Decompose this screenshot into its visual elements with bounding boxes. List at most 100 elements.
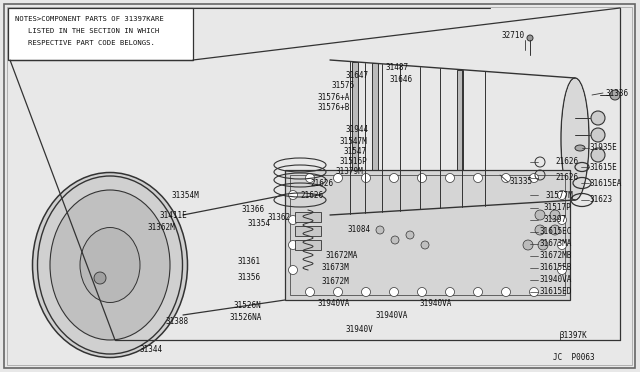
Circle shape	[376, 226, 384, 234]
Text: 21626: 21626	[555, 173, 578, 183]
Text: NOTES>COMPONENT PARTS OF 31397KARE: NOTES>COMPONENT PARTS OF 31397KARE	[15, 16, 164, 22]
Text: 31356: 31356	[237, 273, 260, 282]
Text: 31944: 31944	[345, 125, 368, 135]
Text: 31615EB: 31615EB	[540, 263, 572, 273]
Circle shape	[417, 173, 426, 183]
Text: 31411E: 31411E	[160, 211, 188, 219]
Bar	[290, 175, 565, 295]
Text: 31576: 31576	[332, 80, 355, 90]
Circle shape	[610, 90, 620, 100]
Text: 31615EA: 31615EA	[590, 179, 622, 187]
Circle shape	[474, 173, 483, 183]
Circle shape	[550, 225, 560, 235]
Text: LISTED IN THE SECTION IN WHICH: LISTED IN THE SECTION IN WHICH	[28, 28, 159, 34]
Text: 31335: 31335	[510, 177, 533, 186]
Circle shape	[535, 225, 545, 235]
Circle shape	[94, 272, 106, 284]
Text: 32710: 32710	[502, 32, 525, 41]
Circle shape	[390, 173, 399, 183]
Text: 31388: 31388	[165, 317, 188, 327]
Text: 31526NA: 31526NA	[229, 314, 261, 323]
Circle shape	[557, 241, 566, 250]
Circle shape	[474, 288, 483, 296]
Text: 31517P: 31517P	[543, 203, 571, 212]
Circle shape	[289, 266, 298, 275]
Circle shape	[333, 173, 342, 183]
Bar	[295, 240, 321, 250]
Circle shape	[529, 288, 538, 296]
Circle shape	[527, 35, 533, 41]
Circle shape	[391, 236, 399, 244]
Text: 21626: 21626	[310, 179, 333, 187]
Circle shape	[289, 190, 298, 199]
Ellipse shape	[562, 79, 588, 199]
Bar	[295, 226, 321, 236]
Circle shape	[591, 111, 605, 125]
Text: 31615ED: 31615ED	[540, 288, 572, 296]
Text: 31673MA: 31673MA	[540, 240, 572, 248]
Text: RESPECTIVE PART CODE BELONGS.: RESPECTIVE PART CODE BELONGS.	[28, 40, 155, 46]
Text: 31647: 31647	[345, 71, 368, 80]
Text: 31646: 31646	[390, 76, 413, 84]
Text: 31362M: 31362M	[148, 222, 176, 231]
Text: 31354M: 31354M	[172, 190, 200, 199]
Ellipse shape	[575, 145, 585, 151]
Ellipse shape	[33, 173, 188, 357]
Text: 31577M: 31577M	[545, 190, 573, 199]
Circle shape	[535, 210, 545, 220]
Text: 31361: 31361	[237, 257, 260, 266]
Circle shape	[550, 210, 560, 220]
Bar	[285, 170, 570, 300]
Text: 31379M: 31379M	[335, 167, 363, 176]
Circle shape	[529, 173, 538, 183]
Text: 31672MA: 31672MA	[325, 250, 357, 260]
Text: 31084: 31084	[348, 225, 371, 234]
Text: 31354: 31354	[248, 218, 271, 228]
Text: 31673M: 31673M	[322, 263, 349, 273]
Bar	[8, 8, 193, 60]
Circle shape	[557, 215, 566, 224]
Text: 31615EC: 31615EC	[540, 228, 572, 237]
Text: 31615E: 31615E	[590, 163, 618, 171]
Circle shape	[445, 173, 454, 183]
Text: 31940V: 31940V	[345, 326, 372, 334]
Text: 31576+A: 31576+A	[317, 93, 349, 102]
Circle shape	[502, 288, 511, 296]
Text: 31397: 31397	[543, 215, 566, 224]
Text: 31344: 31344	[140, 346, 163, 355]
Text: 31547: 31547	[343, 147, 366, 155]
Text: 31576+B: 31576+B	[317, 103, 349, 112]
Circle shape	[523, 240, 533, 250]
Ellipse shape	[50, 190, 170, 340]
Text: 31940VA: 31940VA	[420, 298, 452, 308]
Bar	[295, 212, 321, 222]
Text: JC  P0063: JC P0063	[554, 353, 595, 362]
Circle shape	[333, 288, 342, 296]
Text: 31362: 31362	[268, 212, 291, 221]
Text: 31547M: 31547M	[340, 137, 368, 145]
Text: 31940VA: 31940VA	[318, 298, 350, 308]
Circle shape	[362, 173, 371, 183]
Circle shape	[406, 231, 414, 239]
Text: 31940VA: 31940VA	[540, 276, 572, 285]
Bar	[352, 62, 358, 214]
Text: 21626: 21626	[555, 157, 578, 167]
Bar	[457, 70, 463, 207]
Text: 31366: 31366	[242, 205, 265, 215]
Circle shape	[305, 173, 314, 183]
Circle shape	[445, 288, 454, 296]
Text: 31516P: 31516P	[340, 157, 368, 167]
Circle shape	[591, 148, 605, 162]
Circle shape	[417, 288, 426, 296]
Text: 31672M: 31672M	[322, 276, 349, 285]
Bar	[372, 63, 378, 212]
Text: 31526N: 31526N	[233, 301, 260, 310]
Text: 31487: 31487	[385, 64, 408, 73]
Text: 31935E: 31935E	[590, 144, 618, 153]
Text: 31336: 31336	[606, 89, 629, 97]
Circle shape	[502, 173, 511, 183]
Circle shape	[538, 240, 548, 250]
Circle shape	[362, 288, 371, 296]
Text: 31672MB: 31672MB	[540, 251, 572, 260]
Circle shape	[390, 288, 399, 296]
